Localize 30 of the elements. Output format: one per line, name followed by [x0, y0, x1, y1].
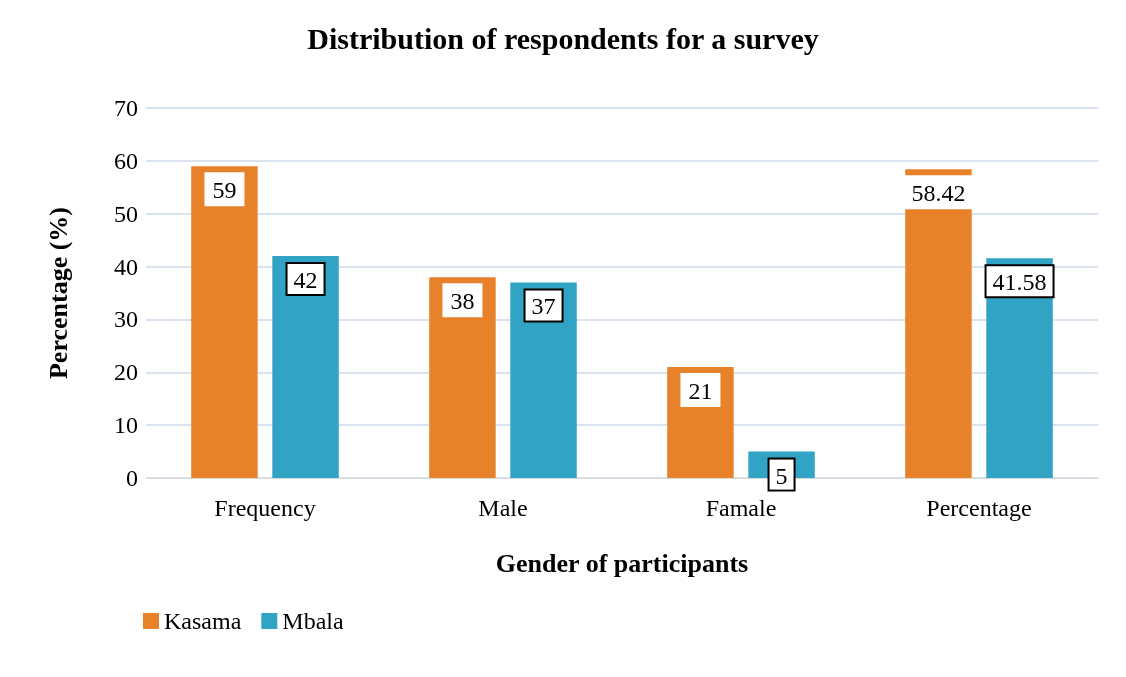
y-tick-label: 30 [114, 306, 138, 333]
x-tick-label: Percentage [926, 495, 1032, 521]
bar [272, 256, 339, 478]
data-label: 41.58 [992, 269, 1047, 296]
data-label: 58.42 [911, 180, 966, 207]
data-label: 5 [775, 462, 788, 489]
data-label: 59 [212, 177, 237, 204]
y-tick-label: 20 [114, 359, 138, 386]
y-tick-label: 50 [114, 200, 138, 227]
data-label: 37 [531, 293, 556, 320]
y-tick-label: 40 [114, 253, 138, 280]
chart-title: Distribution of respondents for a survey [307, 21, 819, 55]
bar [191, 166, 258, 478]
y-axis-title: Percentage (%) [43, 206, 73, 380]
data-label: 21 [688, 378, 713, 404]
y-tick-label: 0 [126, 465, 138, 491]
legend-label: Kasama [164, 608, 242, 634]
x-tick-label: Male [478, 495, 528, 521]
legend-label: Mbala [282, 608, 344, 634]
bar [429, 277, 496, 478]
x-tick-label: Frequency [214, 495, 316, 521]
data-label: 42 [293, 267, 318, 293]
x-axis-title: Gender of participants [495, 548, 749, 578]
x-tick-label: Famale [705, 495, 777, 521]
y-tick-label: 70 [114, 95, 138, 121]
y-tick-label: 60 [114, 147, 138, 174]
bar [905, 169, 972, 478]
data-label: 38 [450, 288, 475, 315]
y-tick-label: 10 [114, 412, 138, 439]
bar [510, 282, 577, 478]
